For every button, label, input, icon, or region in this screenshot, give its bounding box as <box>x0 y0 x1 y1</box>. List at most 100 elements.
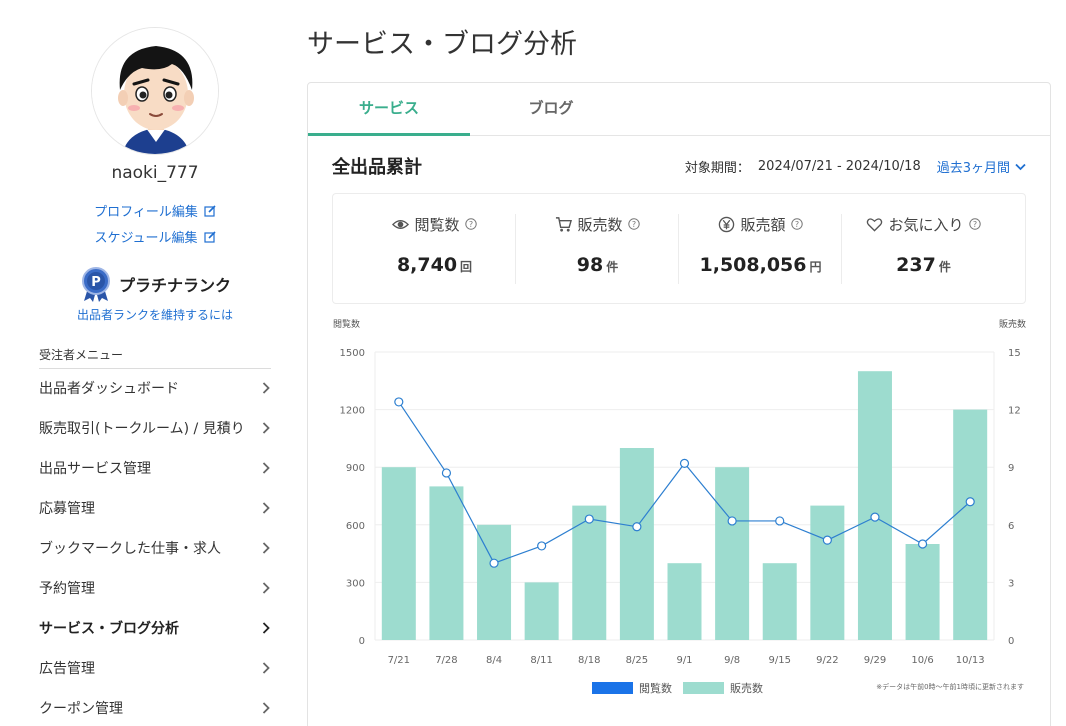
svg-text:?: ? <box>468 220 472 229</box>
chevron-down-icon <box>1015 163 1026 170</box>
x-tick-label: 8/11 <box>530 655 552 666</box>
stat-favorites: お気に入り ? 237 件 <box>842 214 1005 286</box>
stat-views: 閲覧数 ? 8,740 回 <box>353 214 516 286</box>
stat-views-unit: 回 <box>460 260 473 274</box>
bar-sales <box>667 563 702 640</box>
stat-views-value: 8,740 <box>396 254 458 276</box>
edit-icon <box>203 231 216 243</box>
period-select-label: 過去3ヶ月間 <box>936 161 1010 176</box>
point-views <box>870 512 880 522</box>
sidebar-menu-item[interactable]: 出品者ダッシュボード <box>39 368 271 408</box>
right-tick-label: 6 <box>1008 521 1014 532</box>
sidebar-menu-item[interactable]: クーポン管理 <box>39 688 271 726</box>
section-title: 全出品累計 <box>332 157 422 178</box>
help-icon[interactable]: ? <box>627 218 640 230</box>
legend-label-sales: 販売数 <box>730 682 763 695</box>
edit-icon <box>204 205 216 217</box>
x-tick-label: 10/13 <box>956 655 985 666</box>
point-views <box>727 516 737 526</box>
left-tick-label: 1500 <box>340 348 365 359</box>
sidebar-menu-item[interactable]: サービス・ブログ分析 <box>39 608 271 648</box>
x-tick-label: 9/15 <box>768 655 790 666</box>
stat-favorites-unit: 件 <box>938 260 951 274</box>
help-icon[interactable]: ? <box>968 218 981 230</box>
point-views <box>632 522 642 532</box>
left-axis-title: 閲覧数 <box>333 318 360 330</box>
point-views <box>489 558 499 568</box>
right-tick-label: 12 <box>1008 406 1021 417</box>
sidebar-menu-item[interactable]: ブックマークした仕事・求人 <box>39 528 271 568</box>
x-tick-label: 7/21 <box>388 655 410 666</box>
period-select[interactable]: 過去3ヶ月間 <box>937 157 1026 176</box>
bar-sales <box>381 467 416 640</box>
bar-sales <box>619 448 654 640</box>
stat-divider <box>515 214 516 284</box>
point-views <box>917 539 928 549</box>
stat-favorites-label: お気に入り <box>888 215 964 234</box>
sidebar-menu-item-label: クーポン管理 <box>39 701 123 717</box>
sidebar-menu-item-label: 予約管理 <box>39 581 95 597</box>
sidebar-menu-item[interactable]: 広告管理 <box>39 648 271 688</box>
stats-panel: 閲覧数 ? 8,740 回 販売数 ? 98 件 販売額 ? 1,508,056 円 <box>332 193 1026 304</box>
bar-sales <box>429 486 464 640</box>
right-tick-label: 15 <box>1008 348 1021 359</box>
x-tick-label: 10/6 <box>911 655 933 666</box>
avatar-illustration <box>92 28 218 154</box>
point-views <box>822 535 832 545</box>
sidebar-menu-item[interactable]: 予約管理 <box>39 568 271 608</box>
stat-divider <box>678 214 679 284</box>
left-tick-label: 1200 <box>340 406 365 417</box>
stat-sales-count-label-row: 販売数 ? <box>516 214 679 234</box>
help-icon[interactable]: ? <box>790 218 803 230</box>
sidebar-menu-item[interactable]: 出品サービス管理 <box>39 448 271 488</box>
rank-maintain-link[interactable]: 出品者ランクを維持するには <box>76 308 233 322</box>
profile-edit-link[interactable]: プロフィール編集 <box>0 201 310 220</box>
stat-sales-amount: 販売額 ? 1,508,056 円 <box>679 214 842 286</box>
right-axis-title: 販売数 <box>999 318 1026 330</box>
sidebar-menu-item-label: 応募管理 <box>39 501 95 517</box>
svg-text:?: ? <box>631 220 635 229</box>
period-row: 対象期間： 2024/07/21 - 2024/10/18 過去3ヶ月間 <box>685 157 1026 176</box>
stat-sales-amount-label-row: 販売額 ? <box>679 214 842 234</box>
chevron-right-icon <box>262 542 270 554</box>
chevron-right-icon <box>262 422 270 434</box>
chevron-right-icon <box>262 582 270 594</box>
sidebar-menu-item-label: サービス・ブログ分析 <box>39 621 179 637</box>
x-tick-label: 8/18 <box>578 655 600 666</box>
stat-sales-amount-label: 販売額 <box>740 215 786 234</box>
chevron-right-icon <box>262 382 270 394</box>
help-icon[interactable]: ? <box>464 218 477 230</box>
x-tick-label: 8/25 <box>626 655 648 666</box>
point-views <box>775 516 785 526</box>
legend-swatch-views <box>592 682 633 694</box>
x-tick-label: 9/1 <box>676 655 692 666</box>
svg-text:?: ? <box>794 220 798 229</box>
point-views <box>441 468 452 478</box>
x-tick-label: 8/4 <box>486 655 502 666</box>
point-views <box>584 514 594 524</box>
sidebar-menu-item[interactable]: 販売取引(トークルーム) / 見積り <box>39 408 271 448</box>
schedule-edit-link[interactable]: スケジュール編集 <box>0 227 310 246</box>
right-tick-label: 9 <box>1008 463 1014 474</box>
left-tick-label: 0 <box>359 636 365 647</box>
menu-header: 受注者メニュー <box>39 346 271 369</box>
point-views <box>537 541 547 551</box>
bar-sales <box>762 563 797 640</box>
bar-sales <box>572 505 607 640</box>
page-title: サービス・ブログ分析 <box>307 29 577 60</box>
schedule-edit-label: スケジュール編集 <box>94 231 198 246</box>
tab-service[interactable]: サービス <box>308 83 470 136</box>
platinum-rank-icon: P <box>82 267 110 302</box>
point-views <box>679 458 690 468</box>
period-range: 2024/07/21 - 2024/10/18 <box>757 159 921 174</box>
x-tick-label: 7/28 <box>435 655 457 666</box>
stat-sales-count: 販売数 ? 98 件 <box>516 214 679 286</box>
tab-blog[interactable]: ブログ <box>528 99 574 117</box>
sidebar-menu-item[interactable]: 応募管理 <box>39 488 271 528</box>
bar-sales <box>857 371 892 640</box>
profile-edit-label: プロフィール編集 <box>94 205 198 220</box>
avatar[interactable] <box>91 27 219 155</box>
legend-label-views: 閲覧数 <box>639 681 672 695</box>
bar-sales <box>810 505 845 640</box>
stat-sales-count-label: 販売数 <box>577 215 623 234</box>
